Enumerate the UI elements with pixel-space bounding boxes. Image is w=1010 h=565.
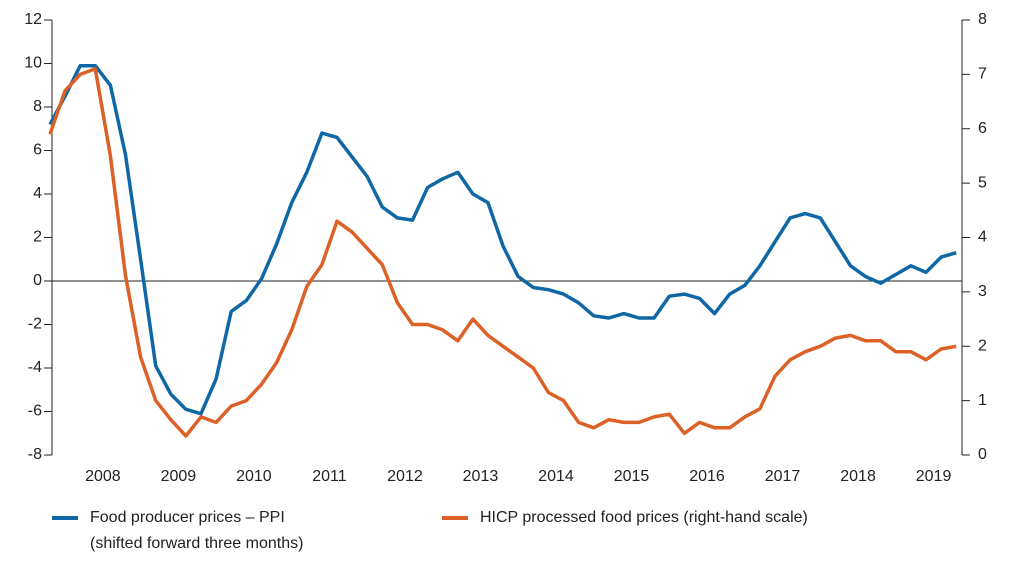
x-tick-label: 2018 [840, 468, 876, 485]
x-tick-label: 2013 [463, 468, 499, 485]
x-tick-label: 2014 [538, 468, 574, 485]
x-tick-label: 2012 [387, 468, 423, 485]
y2-tick-label: 4 [978, 229, 987, 246]
legend-swatch [442, 516, 468, 520]
y-tick-label: -6 [28, 403, 42, 420]
y-tick-label: 0 [33, 272, 42, 289]
y2-tick-label: 1 [978, 392, 987, 409]
x-tick-label: 2017 [765, 468, 801, 485]
y-tick-label: 2 [33, 229, 42, 246]
series-line [48, 63, 957, 416]
y2-tick-label: 3 [978, 283, 987, 300]
y-tick-label: -8 [28, 446, 42, 463]
y2-tick-label: 0 [978, 446, 987, 463]
x-tick-label: 2010 [236, 468, 272, 485]
y-tick-label: -2 [28, 316, 42, 333]
legend-swatch [52, 516, 78, 520]
legend-label: HICP processed food prices (right-hand s… [480, 509, 808, 526]
x-tick-label: 2008 [85, 468, 121, 485]
y-tick-label: 4 [33, 185, 42, 202]
y-tick-label: 10 [24, 55, 42, 72]
y2-tick-label: 8 [978, 11, 987, 28]
x-tick-label: 2011 [312, 468, 347, 485]
y-tick-label: 8 [33, 98, 42, 115]
series-line [48, 67, 957, 438]
x-tick-label: 2009 [161, 468, 197, 485]
x-tick-label: 2015 [614, 468, 650, 485]
y2-tick-label: 6 [978, 120, 987, 137]
y2-tick-label: 2 [978, 337, 987, 354]
x-tick-label: 2016 [689, 468, 725, 485]
x-tick-label: 2019 [916, 468, 952, 485]
legend-label: Food producer prices – PPI (shifted forw… [90, 509, 304, 552]
y-tick-label: 6 [33, 142, 42, 159]
y-tick-label: -4 [28, 359, 42, 376]
y2-tick-label: 5 [978, 174, 987, 191]
y2-tick-label: 7 [978, 66, 987, 83]
y-tick-label: 12 [24, 11, 42, 28]
